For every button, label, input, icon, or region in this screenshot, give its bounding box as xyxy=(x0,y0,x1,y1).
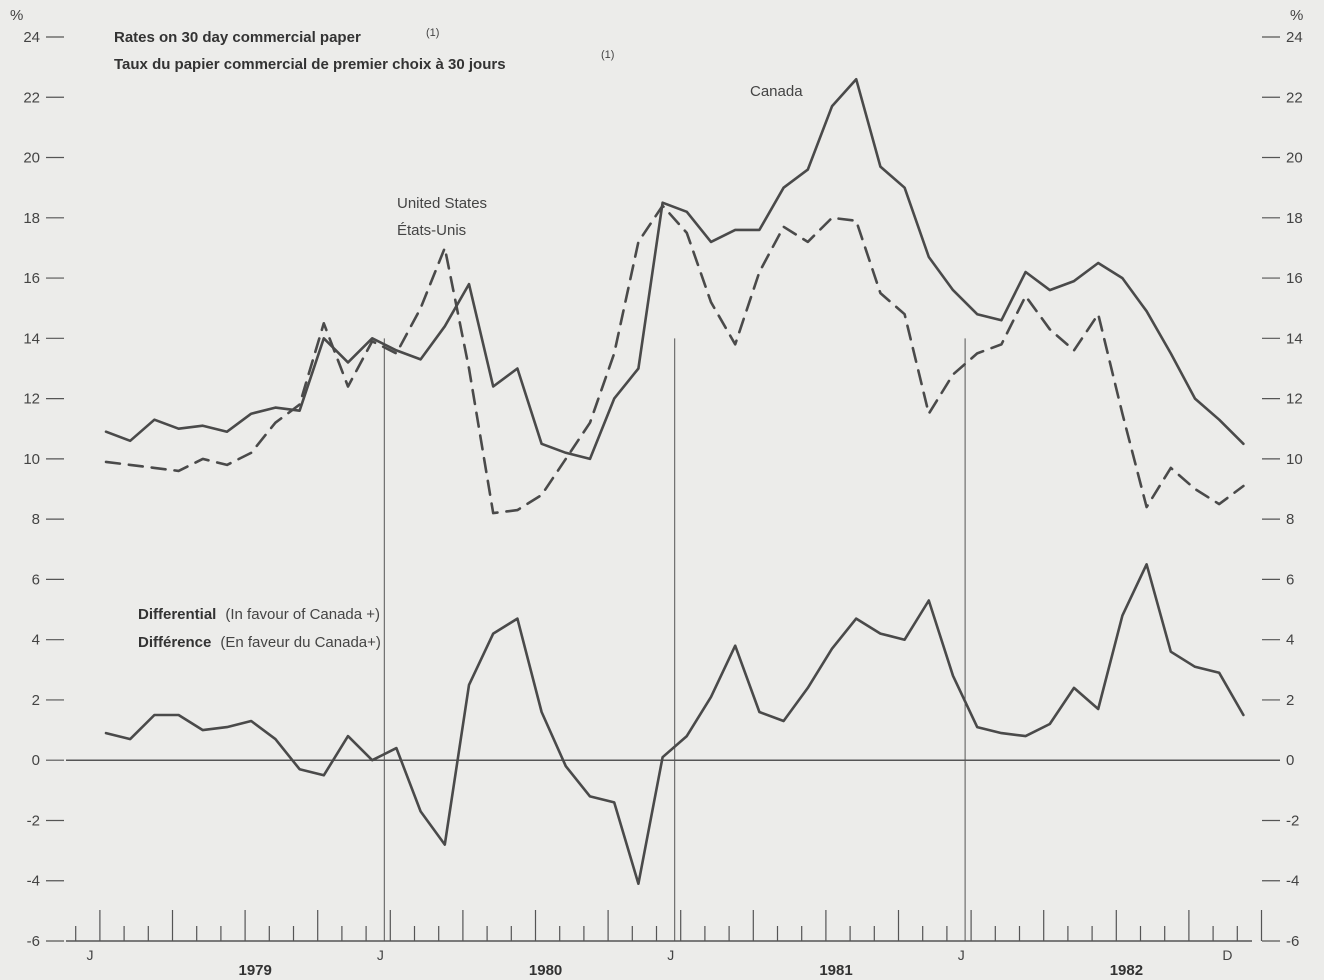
y-tick-label-left: 12 xyxy=(23,391,40,408)
y-tick-label-left: 8 xyxy=(32,511,40,528)
x-year-label: 1980 xyxy=(529,962,562,979)
us-series-label-alt: États-Unis xyxy=(397,222,466,239)
chart-subtitle-note: (1) xyxy=(601,49,614,61)
y-tick-label-right: -2 xyxy=(1286,812,1299,829)
y-tick-label-left: 18 xyxy=(23,210,40,227)
canada-series-label: Canada xyxy=(750,83,803,100)
y-tick-label-right: 22 xyxy=(1286,89,1303,106)
y-tick-label-right: -4 xyxy=(1286,873,1299,890)
y-tick-label-right: 10 xyxy=(1286,451,1303,468)
y-tick-label-left: 4 xyxy=(32,632,40,649)
y-tick-label-left: 0 xyxy=(32,752,40,769)
y-tick-label-left: 10 xyxy=(23,451,40,468)
y-tick-label-right: 4 xyxy=(1286,632,1294,649)
x-month-label: J xyxy=(87,947,94,963)
y-unit-right: % xyxy=(1290,7,1303,24)
y-tick-label-left: 16 xyxy=(23,270,40,287)
differential-label: Differential (In favour of Canada +) xyxy=(138,606,380,623)
series-line-canada xyxy=(104,77,1245,461)
y-tick-label-left: 20 xyxy=(23,150,40,167)
differential-label-name: Differential xyxy=(138,606,216,623)
y-tick-label-left: 14 xyxy=(23,330,40,347)
series-line-united-states xyxy=(104,204,1245,515)
y-tick-label-right: 16 xyxy=(1286,270,1303,287)
y-tick-label-left: 22 xyxy=(23,89,40,106)
y-tick-label-right: 0 xyxy=(1286,752,1294,769)
series-line-differential xyxy=(104,562,1245,886)
y-tick-label-left: -6 xyxy=(27,933,40,950)
us-series-label: United States xyxy=(397,195,487,212)
x-month-label: J xyxy=(667,947,674,963)
y-tick-label-left: 2 xyxy=(32,692,40,709)
chart-title: Rates on 30 day commercial paper xyxy=(114,29,361,46)
y-tick-label-right: 8 xyxy=(1286,511,1294,528)
difference-label: Différence (En faveur du Canada+) xyxy=(138,634,381,651)
y-tick-label-right: 2 xyxy=(1286,692,1294,709)
y-tick-label-left: -4 xyxy=(27,873,40,890)
x-month-label: J xyxy=(377,947,384,963)
differential-label-detail: (In favour of Canada +) xyxy=(225,606,380,623)
y-tick-label-left: 6 xyxy=(32,571,40,588)
y-tick-label-right: 6 xyxy=(1286,571,1294,588)
y-tick-label-left: 24 xyxy=(23,29,40,46)
y-tick-label-right: 14 xyxy=(1286,330,1303,347)
difference-label-name: Différence xyxy=(138,634,211,651)
y-tick-label-right: -6 xyxy=(1286,933,1299,950)
x-year-label: 1981 xyxy=(819,962,852,979)
y-tick-label-right: 18 xyxy=(1286,210,1303,227)
difference-label-detail: (En faveur du Canada+) xyxy=(220,634,381,651)
y-tick-label-right: 12 xyxy=(1286,391,1303,408)
x-month-label: D xyxy=(1222,947,1232,963)
y-tick-label-right: 24 xyxy=(1286,29,1303,46)
y-tick-label-left: -2 xyxy=(27,812,40,829)
chart-title-note: (1) xyxy=(426,27,439,39)
y-tick-label-right: 20 xyxy=(1286,150,1303,167)
series-lines xyxy=(104,77,1245,886)
x-month-label: J xyxy=(958,947,965,963)
x-year-label: 1982 xyxy=(1110,962,1143,979)
chart-subtitle: Taux du papier commercial de premier cho… xyxy=(114,56,506,73)
y-unit-left: % xyxy=(10,7,23,24)
x-year-label: 1979 xyxy=(239,962,272,979)
reference-lines xyxy=(66,338,1280,941)
